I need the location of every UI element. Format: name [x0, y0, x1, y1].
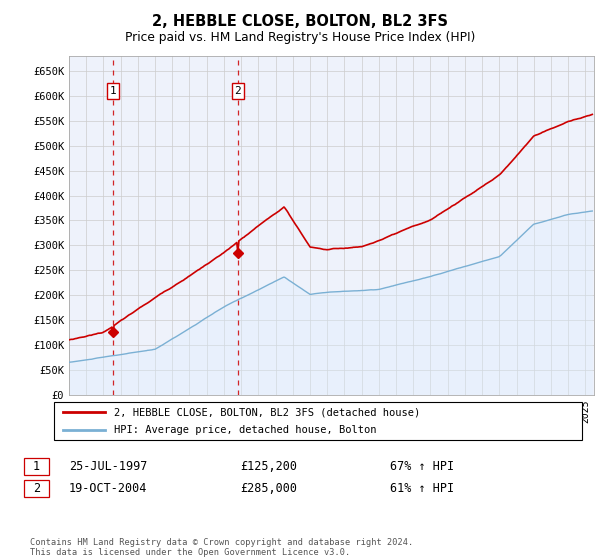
Text: 1: 1 [33, 460, 40, 473]
Text: 25-JUL-1997: 25-JUL-1997 [69, 460, 148, 473]
Text: 1: 1 [110, 86, 116, 96]
Text: £125,200: £125,200 [240, 460, 297, 473]
Text: Contains HM Land Registry data © Crown copyright and database right 2024.
This d: Contains HM Land Registry data © Crown c… [30, 538, 413, 557]
Text: 2: 2 [33, 482, 40, 495]
Text: 19-OCT-2004: 19-OCT-2004 [69, 482, 148, 495]
Text: £285,000: £285,000 [240, 482, 297, 495]
Text: 2, HEBBLE CLOSE, BOLTON, BL2 3FS (detached house): 2, HEBBLE CLOSE, BOLTON, BL2 3FS (detach… [114, 407, 420, 417]
Text: 61% ↑ HPI: 61% ↑ HPI [390, 482, 454, 495]
Text: 67% ↑ HPI: 67% ↑ HPI [390, 460, 454, 473]
Text: 2: 2 [235, 86, 241, 96]
Text: 2, HEBBLE CLOSE, BOLTON, BL2 3FS: 2, HEBBLE CLOSE, BOLTON, BL2 3FS [152, 14, 448, 29]
Text: HPI: Average price, detached house, Bolton: HPI: Average price, detached house, Bolt… [114, 425, 377, 435]
Text: Price paid vs. HM Land Registry's House Price Index (HPI): Price paid vs. HM Land Registry's House … [125, 31, 475, 44]
